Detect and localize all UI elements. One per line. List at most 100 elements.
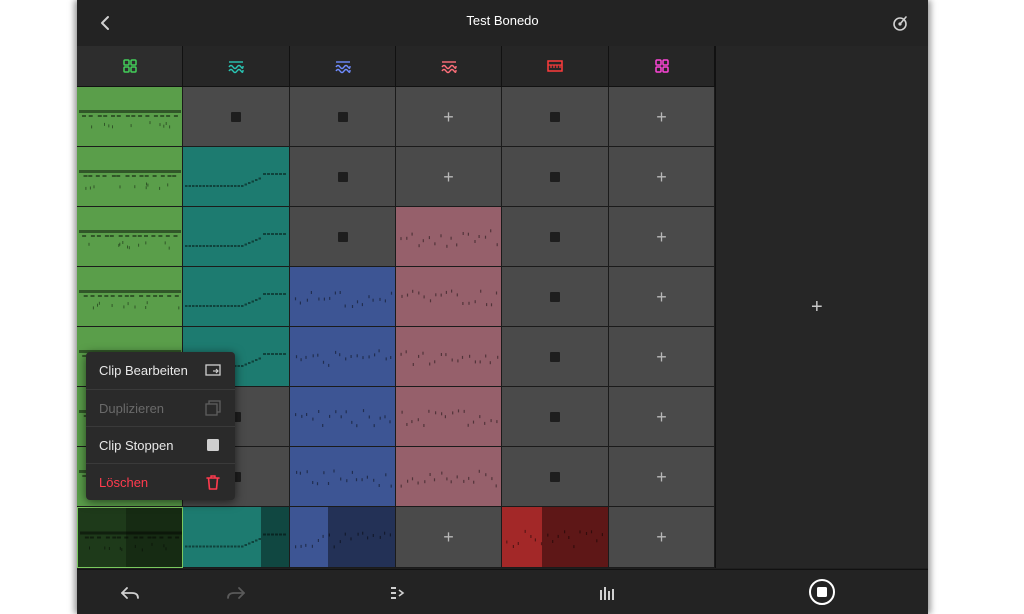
clip-blue[interactable]: [290, 327, 396, 387]
menu-item-label: Duplizieren: [99, 401, 165, 416]
clip-blue[interactable]: [290, 507, 396, 568]
add-clip-button[interactable]: +: [396, 147, 502, 207]
clip-green[interactable]: [77, 267, 183, 327]
clip-play-progress: [542, 507, 608, 567]
track-header-6[interactable]: [609, 46, 715, 87]
app-window: Test Bonedo: [77, 0, 928, 614]
stop-icon: [231, 111, 241, 122]
stop-slot-button[interactable]: [502, 207, 609, 267]
scene-launch-button[interactable]: [383, 580, 411, 606]
menu-item-stop-clip[interactable]: Clip Stoppen: [86, 426, 235, 463]
drum-grid-icon: [122, 59, 137, 73]
add-clip-button[interactable]: +: [609, 387, 715, 447]
add-clip-button[interactable]: +: [396, 507, 502, 568]
clip-waveform: [506, 529, 603, 549]
clip-waveform: [185, 233, 286, 247]
clip-waveform: [295, 409, 391, 428]
add-track-button[interactable]: +: [811, 296, 823, 318]
stop-slot-button[interactable]: [502, 87, 609, 147]
synth-wave-icon: [440, 61, 457, 74]
stop-slot-button[interactable]: [502, 147, 609, 207]
add-clip-button[interactable]: +: [609, 507, 715, 568]
clip-pink[interactable]: [396, 207, 502, 267]
stop-icon: [231, 411, 241, 422]
track-header-5[interactable]: [502, 46, 609, 87]
stop-slot-button[interactable]: [290, 147, 396, 207]
stop-icon: [337, 111, 348, 122]
clip-teal[interactable]: [183, 207, 290, 267]
plus-icon: +: [656, 466, 667, 487]
add-clip-button[interactable]: +: [396, 87, 502, 147]
stop-icon: [550, 231, 560, 242]
drum-grid-icon: [654, 59, 669, 73]
clip-waveform: [401, 289, 498, 307]
stop-icon: [550, 291, 560, 302]
clip-pink[interactable]: [396, 447, 502, 507]
clip-blue[interactable]: [290, 267, 396, 327]
clip-blue[interactable]: [290, 387, 396, 447]
clip-waveform: [79, 170, 181, 190]
clip-teal[interactable]: [183, 147, 290, 207]
clip-pink[interactable]: [396, 387, 502, 447]
clip-blue[interactable]: [290, 447, 396, 507]
clip-pink[interactable]: [396, 267, 502, 327]
stop-slot-button[interactable]: [502, 267, 609, 327]
track-header-4[interactable]: [396, 46, 502, 87]
menu-item-delete[interactable]: Löschen: [86, 463, 235, 500]
menu-item-edit-clip[interactable]: Clip Bearbeiten: [86, 352, 235, 389]
plus-icon: +: [656, 226, 667, 247]
redo-button[interactable]: [222, 580, 250, 606]
clip-red[interactable]: [502, 507, 609, 568]
plus-icon: +: [443, 527, 454, 547]
mixer-button[interactable]: [593, 580, 621, 606]
plus-icon: +: [656, 406, 667, 427]
undo-button[interactable]: [116, 580, 144, 606]
menu-item-label: Clip Stoppen: [99, 438, 174, 453]
track-header-1[interactable]: [77, 46, 183, 87]
metronome-dial-icon: [893, 16, 907, 31]
keyboard-icon: [547, 60, 563, 72]
back-button[interactable]: [91, 10, 119, 36]
clip-waveform: [79, 230, 181, 250]
clip-waveform: [295, 531, 391, 549]
track-header-2[interactable]: [183, 46, 290, 87]
undo-icon: [121, 587, 139, 599]
add-clip-button[interactable]: +: [609, 207, 715, 267]
stop-slot-button[interactable]: [183, 87, 290, 147]
stop-icon: [550, 111, 560, 122]
clip-teal[interactable]: [183, 507, 290, 568]
plus-icon: +: [656, 527, 667, 547]
clip-green[interactable]: [77, 207, 183, 267]
clip-pink[interactable]: [396, 327, 502, 387]
scene-pane: +: [715, 46, 928, 568]
clip-waveform: [400, 469, 497, 488]
stop-slot-button[interactable]: [502, 327, 609, 387]
clip-green[interactable]: [77, 87, 183, 147]
record-stop-button[interactable]: [807, 577, 837, 607]
stop-slot-button[interactable]: [502, 387, 609, 447]
tempo-button[interactable]: [886, 10, 914, 36]
add-clip-button[interactable]: +: [609, 87, 715, 147]
add-clip-button[interactable]: +: [609, 327, 715, 387]
clip-waveform: [185, 293, 286, 307]
stop-slot-button[interactable]: [290, 87, 396, 147]
clip-play-progress: [261, 507, 289, 567]
clip-waveform: [80, 531, 182, 552]
clip-green[interactable]: [77, 147, 183, 207]
stop-slot-button[interactable]: [290, 207, 396, 267]
add-clip-button[interactable]: +: [609, 267, 715, 327]
track-header-3[interactable]: [290, 46, 396, 87]
stop-slot-button[interactable]: [502, 447, 609, 507]
clip-play-progress: [328, 507, 395, 567]
add-clip-button[interactable]: +: [609, 147, 715, 207]
menu-item-duplicate[interactable]: Duplizieren: [86, 389, 235, 426]
header-bar: Test Bonedo: [77, 0, 928, 46]
clip-waveform: [401, 409, 498, 427]
clip-waveform: [185, 533, 286, 548]
clip-teal[interactable]: [183, 267, 290, 327]
clip-green[interactable]: [77, 507, 183, 568]
plus-icon: +: [656, 286, 667, 307]
add-clip-button[interactable]: +: [609, 447, 715, 507]
clip-waveform: [185, 173, 286, 187]
plus-icon: +: [656, 166, 667, 187]
